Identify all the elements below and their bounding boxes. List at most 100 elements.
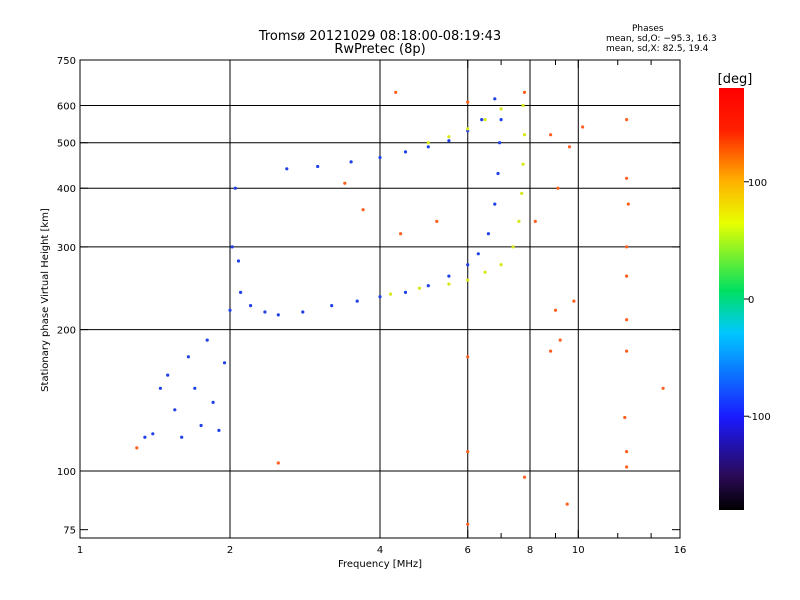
data-point — [522, 133, 527, 137]
x-tick-label: 6 — [465, 545, 471, 556]
data-point — [403, 290, 408, 294]
x-tick-label: 8 — [527, 545, 533, 556]
data-point — [499, 107, 503, 111]
data-point — [233, 186, 237, 190]
data-point — [355, 299, 359, 303]
y-tick-label: 100 — [57, 467, 76, 478]
colorbar — [719, 88, 744, 510]
data-point — [499, 118, 503, 122]
data-point — [565, 502, 569, 506]
data-point — [493, 97, 497, 101]
data-point — [205, 338, 209, 342]
data-point — [483, 270, 487, 274]
data-point — [499, 263, 503, 267]
y-tick-label: 200 — [57, 326, 76, 337]
data-point — [483, 118, 487, 122]
data-point — [276, 313, 280, 317]
data-point — [228, 308, 232, 312]
data-point — [517, 219, 521, 223]
data-point — [553, 308, 558, 312]
data-point — [493, 202, 497, 206]
data-point — [343, 181, 347, 185]
colorbar-tick-label: 0 — [748, 295, 754, 306]
data-point — [567, 145, 572, 149]
data-point — [521, 103, 525, 108]
data-point — [158, 386, 162, 390]
data-point — [625, 465, 629, 469]
y-tick-label: 300 — [57, 243, 76, 254]
data-point — [466, 278, 470, 282]
y-tick-label: 500 — [57, 139, 76, 150]
data-point — [558, 338, 562, 342]
data-point — [399, 232, 403, 236]
x-tick-label: 16 — [674, 545, 687, 556]
data-point — [625, 118, 629, 122]
phase-stats-o-mode: mean, sd,O: −95.3, 16.3 — [606, 34, 717, 44]
data-point — [211, 400, 215, 404]
data-point — [186, 355, 190, 359]
data-point — [301, 310, 305, 314]
chart-title: Tromsø 20121029 08:18:00-08:19:43 — [258, 29, 502, 44]
colorbar-tick-label: 100 — [748, 178, 767, 189]
data-point — [466, 263, 470, 267]
data-point — [394, 90, 398, 94]
data-point — [623, 415, 627, 420]
data-point — [426, 284, 430, 288]
data-point — [378, 295, 382, 299]
y-tick-label: 400 — [57, 184, 76, 195]
data-point — [625, 349, 629, 353]
data-point — [522, 475, 527, 479]
x-tick-label: 10 — [572, 545, 585, 556]
phase-stats-heading: Phases — [632, 24, 664, 34]
data-point — [447, 135, 451, 139]
data-point — [361, 208, 365, 212]
data-point — [173, 408, 177, 412]
data-point — [476, 252, 480, 256]
data-point — [378, 155, 382, 160]
data-point — [135, 446, 139, 450]
data-point — [549, 349, 553, 353]
data-point — [626, 202, 630, 206]
data-point — [556, 186, 560, 190]
data-point — [625, 274, 629, 278]
x-tick-label: 4 — [377, 545, 383, 556]
data-point — [193, 386, 197, 390]
data-point — [466, 127, 470, 131]
data-point — [285, 167, 289, 171]
data-point — [389, 292, 393, 296]
data-point — [180, 435, 184, 439]
data-point — [426, 145, 430, 149]
data-point — [330, 304, 334, 308]
colorbar-label: [deg] — [718, 72, 753, 87]
data-point — [572, 299, 576, 303]
data-point — [486, 232, 490, 236]
data-point — [426, 141, 430, 145]
x-tick-label: 1 — [77, 545, 83, 556]
data-point — [447, 274, 451, 278]
data-point — [349, 160, 353, 164]
data-point — [166, 373, 170, 377]
data-point — [521, 162, 525, 166]
data-point — [222, 361, 227, 365]
y-tick-label: 750 — [57, 56, 76, 67]
data-point — [625, 318, 629, 322]
data-point — [151, 432, 155, 436]
y-axis-label: Stationary phase Virtual Height [km] — [40, 208, 51, 392]
data-point — [581, 125, 585, 129]
data-point — [466, 100, 470, 104]
data-point — [239, 290, 243, 294]
data-point — [230, 245, 234, 249]
data-point — [217, 428, 221, 432]
data-point — [520, 191, 524, 195]
data-point — [498, 141, 502, 145]
data-point — [403, 150, 408, 154]
chart-subtitle: RwPretec (8p) — [334, 42, 426, 57]
data-point — [480, 118, 484, 122]
data-point — [466, 522, 470, 526]
data-point — [276, 461, 280, 465]
data-point — [199, 423, 203, 428]
data-point — [143, 435, 147, 439]
y-tick-label: 600 — [57, 102, 76, 113]
data-point — [466, 450, 470, 454]
